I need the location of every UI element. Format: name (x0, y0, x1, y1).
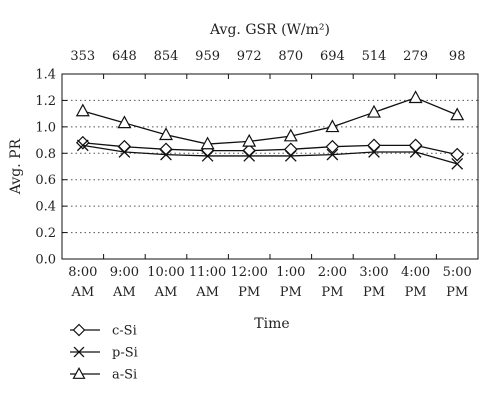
legend-marker (72, 323, 86, 337)
data-point-a-si (200, 136, 215, 150)
x-tick-label-time: 1:00 (276, 265, 305, 280)
data-point-p-si (451, 157, 464, 170)
x-tick-label-ampm: AM (154, 285, 178, 300)
x-tick-label-ampm: PM (405, 285, 427, 300)
x-marker-stroke (73, 346, 85, 358)
top-tick-label: 353 (70, 49, 95, 64)
data-point-a-si (408, 90, 423, 104)
data-point-p-si (284, 150, 297, 162)
x-tick-label-time: 12:00 (230, 265, 267, 280)
x-tick-label-ampm: PM (363, 285, 385, 300)
data-point-c-si (325, 139, 340, 154)
x-tick-label-ampm: AM (195, 285, 219, 300)
x-tick-label-ampm: AM (112, 285, 136, 300)
data-point-c-si (283, 142, 298, 157)
data-point-a-si (366, 104, 382, 118)
series-line-p-si (82, 144, 458, 165)
x-marker-stroke (409, 146, 422, 158)
data-point-c-si (367, 138, 381, 153)
legend-label: c-Si (112, 324, 137, 339)
x-tick-label-ampm: PM (321, 285, 343, 300)
x-marker-stroke (326, 148, 339, 161)
series-p-si (76, 139, 464, 170)
x-tick-label-time: 9:00 (110, 265, 139, 280)
legend: c-Si p-Si a-Si (70, 324, 138, 383)
top-tick-label: 514 (362, 49, 387, 64)
data-point-p-si (76, 139, 89, 152)
x-tick-label-time: 3:00 (359, 265, 388, 280)
top-tick-label: 648 (112, 49, 137, 64)
data-point-a-si (325, 119, 340, 133)
top-tick-label: 870 (278, 49, 303, 64)
data-point-a-si (450, 107, 465, 121)
data-point-p-si (409, 146, 422, 158)
x-tick-label-time: 2:00 (318, 265, 347, 280)
top-tick-label: 694 (320, 49, 345, 64)
data-point-p-si (160, 148, 172, 161)
y-tick-label: 0.0 (35, 253, 56, 268)
legend-label: p-Si (112, 346, 138, 361)
y-tick-label: 1.2 (35, 94, 56, 109)
top-tick-label: 959 (195, 49, 220, 64)
x-tick-label-time: 5:00 (443, 265, 472, 280)
top-tick-label: 972 (237, 49, 262, 64)
x-marker-stroke (76, 139, 89, 152)
data-point-c-si (450, 147, 465, 162)
series-line-a-si (82, 97, 458, 145)
series-group (75, 90, 465, 170)
top-axis-title: Avg. GSR (W/m²) (209, 22, 330, 38)
y-tick-label: 0.6 (35, 173, 56, 188)
data-point-a-si (242, 133, 257, 147)
x-marker-stroke (284, 150, 297, 162)
series-line-c-si (82, 142, 458, 156)
top-axis-ticks: 353 648 854 959 972 870 694 514 279 98 (70, 49, 465, 64)
data-point-a-si (117, 115, 132, 129)
x-tick-label-time: 8:00 (68, 265, 97, 280)
data-point-p-si (243, 150, 256, 162)
x-marker-stroke (160, 148, 172, 161)
data-point-p-si (201, 150, 214, 162)
x-tick-label-ampm: AM (70, 285, 94, 300)
series-a-si (75, 90, 465, 150)
x-marker-stroke (118, 146, 131, 158)
legend-entry-c-si: c-Si (70, 324, 137, 339)
y-axis-ticks: 0.0 0.2 0.4 0.6 0.8 1.0 1.2 1.4 (35, 68, 67, 268)
x-tick-label-ampm: PM (280, 285, 302, 300)
data-point-a-si (158, 127, 174, 141)
top-tick-label: 98 (449, 49, 466, 64)
series-c-si (75, 135, 465, 162)
x-axis-ticks: 8:00 AM 9:00 AM 10:00 AM 11:00 AM 12:00 PM 1:00 PM 2… (61, 74, 479, 300)
y-tick-label: 0.2 (35, 226, 56, 241)
data-point-c-si (75, 135, 90, 150)
y-tick-label: 1.0 (35, 120, 56, 135)
x-axis-title: Time (254, 316, 289, 332)
x-tick-label-ampm: PM (238, 285, 260, 300)
x-marker-stroke (368, 146, 380, 158)
legend-marker (72, 366, 86, 379)
y-tick-label: 0.8 (35, 147, 56, 162)
x-tick-label-time: 4:00 (401, 265, 430, 280)
legend-entry-p-si: p-Si (70, 346, 138, 361)
legend-marker (73, 346, 85, 358)
data-point-p-si (118, 146, 131, 158)
x-marker-stroke (451, 157, 464, 170)
data-point-a-si (75, 103, 90, 117)
y-tick-label: 1.4 (35, 68, 56, 83)
y-axis-title: Avg. PR (8, 138, 24, 195)
y-tick-label: 0.4 (35, 200, 56, 215)
data-point-p-si (368, 146, 380, 158)
data-point-a-si (283, 128, 298, 142)
top-tick-label: 279 (403, 49, 428, 64)
x-marker-stroke (201, 150, 214, 162)
data-point-p-si (326, 148, 339, 161)
x-tick-label-time: 11:00 (189, 265, 226, 280)
x-marker-stroke (243, 150, 256, 162)
data-point-c-si (408, 138, 423, 153)
x-tick-label-ampm: PM (446, 285, 468, 300)
legend-entry-a-si: a-Si (70, 366, 137, 383)
top-tick-label: 854 (154, 49, 179, 64)
legend-label: a-Si (112, 368, 137, 383)
x-tick-label-time: 10:00 (147, 265, 184, 280)
